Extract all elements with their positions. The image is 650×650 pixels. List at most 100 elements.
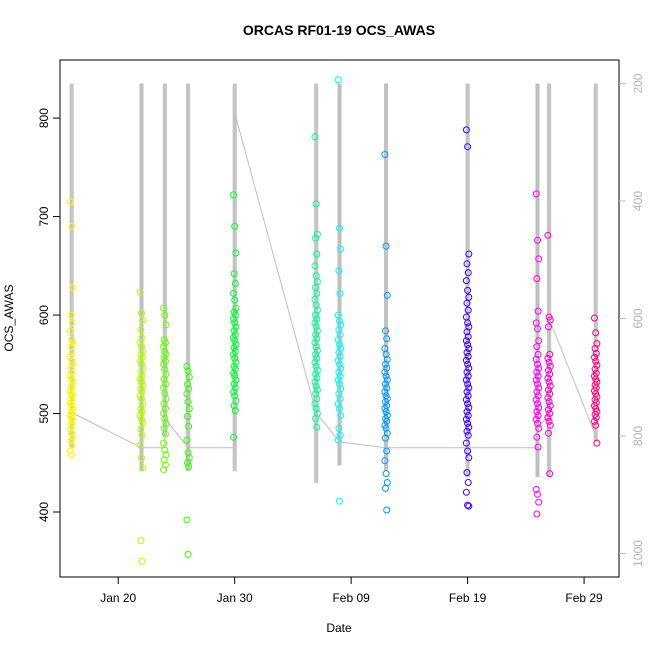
data-point-11-6 [592, 357, 600, 365]
data-point-8-43 [463, 469, 471, 477]
data-point-5-33 [312, 390, 320, 398]
data-point-6-12 [337, 345, 345, 352]
data-point-8-32 [465, 404, 473, 412]
data-point-1-2 [139, 316, 147, 324]
data-point-9-12 [535, 364, 543, 372]
data-point-6-29 [336, 431, 344, 439]
data-point-2-21 [161, 415, 169, 422]
data-point-9-29 [534, 443, 542, 451]
y2-tick-label-0: 200 [631, 73, 645, 93]
data-point-8-19 [464, 352, 472, 360]
data-point-10-16 [545, 398, 553, 406]
data-point-4-21 [231, 354, 239, 362]
x-axis: Jan 20 Jan 30 Feb 09 Feb 19 Feb 29 [100, 577, 603, 605]
data-point-0-40 [66, 447, 74, 455]
data-point-3-11 [184, 449, 192, 457]
data-point-1-3 [137, 326, 145, 334]
data-point-5-1 [312, 200, 320, 208]
data-point-8-35 [462, 415, 470, 423]
data-point-6-13 [335, 349, 343, 356]
data-point-10-4 [546, 350, 554, 358]
data-point-6-21 [336, 380, 343, 388]
data-point-7-1 [382, 242, 390, 250]
data-point-9-14 [534, 372, 542, 380]
data-point-9-10 [532, 355, 540, 363]
data-point-9-18 [533, 388, 541, 396]
data-point-10-13 [545, 386, 552, 394]
data-point-0-13 [67, 364, 75, 372]
data-point-4-24 [231, 365, 239, 373]
data-point-6-25 [334, 400, 342, 408]
data-point-10-22 [546, 421, 554, 429]
data-point-5-4 [313, 250, 321, 258]
data-point-6-23 [335, 390, 343, 398]
data-point-4-31 [231, 392, 239, 400]
data-point-7-12 [383, 376, 391, 384]
data-point-10-18 [545, 406, 552, 414]
data-point-4-20 [230, 350, 237, 358]
data-point-1-29 [138, 431, 146, 439]
data-point-10-7 [546, 362, 554, 370]
data-point-9-25 [532, 415, 540, 423]
data-point-0-4 [68, 319, 76, 327]
data-point-0-17 [69, 378, 77, 386]
data-point-3-5 [183, 390, 191, 398]
data-point-5-5 [311, 262, 319, 270]
data-point-3-13 [184, 459, 191, 467]
data-point-4-26 [231, 372, 239, 380]
data-point-11-24 [592, 414, 600, 421]
data-point-8-30 [462, 396, 470, 404]
data-point-9-6 [534, 325, 541, 333]
data-point-7-15 [381, 388, 389, 396]
data-point-6-31 [336, 497, 343, 505]
data-point-2-18 [160, 400, 168, 408]
data-point-9-11 [534, 360, 541, 368]
data-point-4-1 [231, 222, 239, 230]
data-point-2-1 [161, 311, 169, 319]
data-point-8-28 [463, 388, 471, 396]
data-point-4-13 [230, 327, 238, 335]
data-point-2-4 [161, 339, 169, 347]
data-point-7-14 [383, 384, 391, 392]
data-point-4-28 [230, 380, 238, 388]
data-point-7-34 [383, 506, 391, 514]
data-point-9-31 [534, 490, 541, 498]
data-point-2-10 [160, 360, 168, 368]
data-point-8-3 [463, 260, 471, 268]
data-point-9-2 [535, 255, 543, 263]
data-point-2-30 [160, 466, 168, 474]
data-point-3-10 [183, 436, 191, 444]
data-point-9-28 [533, 433, 541, 441]
data-point-6-18 [335, 368, 343, 376]
data-point-5-20 [311, 339, 319, 347]
data-point-8-9 [464, 306, 472, 314]
data-point-11-1 [592, 329, 600, 337]
data-point-4-27 [232, 376, 240, 384]
data-point-4-29 [231, 384, 239, 392]
data-point-7-9 [383, 364, 391, 372]
data-point-1-4 [138, 334, 146, 342]
data-point-4-9 [231, 311, 239, 319]
data-point-9-17 [535, 384, 543, 392]
data-point-7-4 [383, 335, 391, 343]
pressure-path [71, 112, 597, 449]
data-point-5-31 [312, 382, 320, 390]
data-point-9-30 [532, 485, 540, 493]
data-point-4-4 [231, 280, 239, 287]
data-point-6-2 [337, 245, 345, 253]
data-point-0-9 [68, 349, 76, 356]
data-point-3-7 [185, 405, 193, 413]
data-point-4-16 [231, 337, 239, 345]
data-point-0-11 [68, 356, 76, 364]
data-point-6-10 [334, 336, 342, 344]
y-axis: 400 500 600 700 800 [37, 108, 60, 522]
x-tick-label-2: Feb 09 [332, 591, 370, 605]
data-point-1-22 [139, 400, 147, 408]
data-point-6-16 [336, 360, 343, 368]
data-point-7-2 [383, 291, 391, 299]
data-point-6-8 [335, 326, 343, 334]
data-point-1-19 [138, 388, 146, 396]
data-point-6-28 [335, 424, 343, 432]
data-point-5-0 [311, 133, 319, 141]
data-point-8-15 [462, 337, 470, 345]
